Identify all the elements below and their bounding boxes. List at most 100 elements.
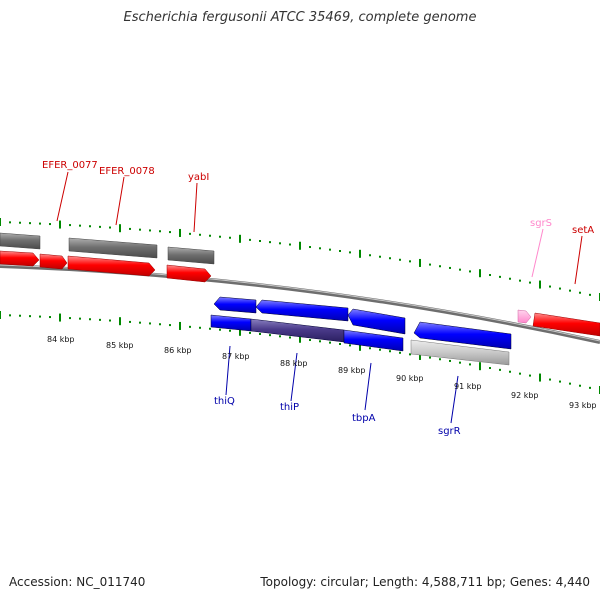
minor-tick (159, 323, 161, 326)
major-tick (539, 280, 541, 289)
minor-tick (549, 378, 551, 381)
minor-tick (189, 325, 191, 328)
major-tick (539, 373, 541, 382)
minor-tick (339, 249, 341, 252)
gene-label[interactable]: EFER_0078 (99, 166, 155, 177)
major-tick (479, 269, 481, 278)
minor-tick (319, 340, 321, 343)
gene-cds-efer0077[interactable] (68, 237, 158, 259)
gene-efer0076[interactable] (0, 250, 40, 267)
scale-label: 88 kbp (280, 359, 308, 368)
gene-cds-efer0076[interactable] (0, 232, 41, 250)
minor-tick (389, 257, 391, 260)
minor-tick (439, 265, 441, 268)
minor-tick (589, 293, 591, 296)
reverse-gene-track (213, 296, 512, 350)
minor-tick (49, 223, 51, 226)
scale-label: 89 kbp (338, 366, 366, 375)
gene-label[interactable]: EFER_0077 (42, 160, 98, 171)
cds-thiq[interactable] (210, 314, 252, 332)
major-tick (239, 234, 241, 243)
minor-tick (469, 270, 471, 273)
cds-sgrr[interactable] (410, 339, 510, 366)
minor-tick (409, 260, 411, 263)
gene-yabi[interactable] (166, 264, 212, 283)
minor-tick (99, 225, 101, 228)
minor-tick (29, 222, 31, 225)
minor-tick (499, 275, 501, 278)
minor-tick (309, 339, 311, 342)
minor-tick (79, 224, 81, 227)
minor-tick (339, 342, 341, 345)
scale-label: 92 kbp (511, 391, 539, 400)
minor-tick (429, 356, 431, 359)
minor-tick (369, 254, 371, 257)
gene-label[interactable]: setA (572, 225, 594, 236)
scale-label: 85 kbp (106, 341, 134, 350)
gene-label[interactable]: sgrR (438, 426, 461, 437)
minor-tick (569, 382, 571, 385)
minor-tick (19, 221, 21, 224)
minor-tick (329, 341, 331, 344)
minor-tick (249, 238, 251, 241)
gene-efer0078[interactable] (67, 255, 156, 277)
gene-sgrr[interactable] (413, 321, 512, 350)
gene-label[interactable]: sgrS (530, 218, 552, 229)
accession-label: Accession: NC_011740 (9, 575, 146, 589)
minor-tick (559, 287, 561, 290)
gene-sgrs[interactable] (517, 309, 532, 324)
cds-tbpa[interactable] (343, 329, 404, 352)
gene-label[interactable]: thiP (280, 402, 299, 413)
cds-thip[interactable] (250, 318, 345, 343)
minor-tick (129, 227, 131, 230)
major-tick (419, 258, 421, 267)
minor-tick (109, 226, 111, 229)
inner-tick-ring (0, 311, 600, 394)
gene-tbpa[interactable] (347, 308, 406, 335)
scale-label: 93 kbp (569, 401, 597, 410)
minor-tick (159, 230, 161, 233)
major-tick (179, 228, 181, 237)
minor-tick (569, 289, 571, 292)
minor-tick (329, 248, 331, 251)
minor-tick (509, 370, 511, 373)
gene-thiq[interactable] (213, 296, 257, 314)
gene-cds-efer0078[interactable] (167, 246, 215, 265)
minor-tick (259, 332, 261, 335)
gene-label[interactable]: tbpA (352, 413, 376, 424)
minor-tick (39, 315, 41, 318)
minor-tick (529, 281, 531, 284)
major-tick (239, 327, 241, 336)
major-tick (359, 342, 361, 351)
minor-tick (469, 363, 471, 366)
minor-tick (369, 347, 371, 350)
minor-tick (199, 326, 201, 329)
minor-tick (219, 328, 221, 331)
minor-tick (429, 263, 431, 266)
scale-label: 90 kbp (396, 374, 424, 383)
minor-tick (309, 246, 311, 249)
gene-efer0077[interactable] (39, 253, 68, 270)
minor-tick (229, 329, 231, 332)
minor-tick (489, 274, 491, 277)
gene-label[interactable]: yabI (188, 172, 209, 183)
minor-tick (269, 334, 271, 337)
minor-tick (459, 361, 461, 364)
gene-label[interactable]: thiQ (214, 396, 235, 407)
minor-tick (589, 386, 591, 389)
minor-tick (289, 336, 291, 339)
minor-tick (509, 277, 511, 280)
major-tick (419, 351, 421, 360)
minor-tick (9, 221, 11, 224)
minor-tick (9, 314, 11, 317)
genome-summary: Topology: circular; Length: 4,588,711 bp… (260, 575, 590, 589)
major-tick (119, 224, 121, 233)
minor-tick (379, 255, 381, 258)
gene-labels: EFER_0077 EFER_0078 yabI sgrS setA thiQ … (42, 160, 594, 437)
scale-label: 87 kbp (222, 352, 250, 361)
minor-tick (559, 380, 561, 383)
minor-tick (269, 241, 271, 244)
gene-seta[interactable] (532, 312, 600, 337)
gene-thip[interactable] (255, 299, 349, 322)
minor-tick (149, 322, 151, 325)
